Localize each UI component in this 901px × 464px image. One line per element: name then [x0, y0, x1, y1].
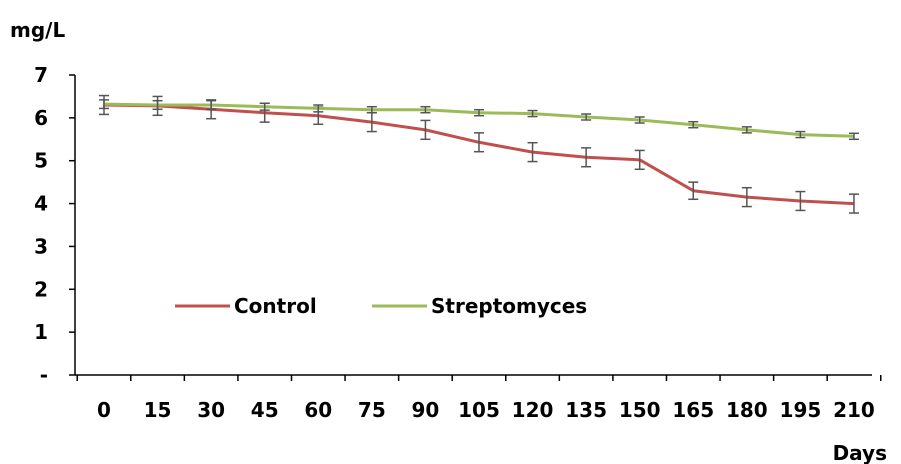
y-tick-label: 2 — [34, 277, 48, 301]
x-tick-label: 195 — [780, 398, 822, 422]
y-axis-label: mg/L — [10, 18, 65, 42]
series-line-control — [103, 103, 855, 206]
y-tick-label: 5 — [34, 149, 48, 173]
y-tick-label: - — [40, 363, 48, 387]
x-tick-label: 180 — [726, 398, 768, 422]
x-tick-label: 30 — [197, 398, 225, 422]
x-tick-label: 0 — [97, 398, 111, 422]
y-tick-label: 1 — [34, 320, 48, 344]
x-tick-label: 210 — [833, 398, 875, 422]
x-tick-label: 45 — [251, 398, 279, 422]
x-tick-label: 90 — [411, 398, 439, 422]
x-tick-label: 150 — [619, 398, 661, 422]
x-tick-label: 60 — [304, 398, 332, 422]
y-tick-label: 3 — [34, 234, 48, 258]
x-tick-label: 120 — [512, 398, 554, 422]
y-tick-label: 7 — [34, 63, 48, 87]
x-tick-label: 105 — [458, 398, 500, 422]
legend-label: Streptomyces — [431, 294, 587, 318]
y-tick-label: 4 — [34, 192, 48, 216]
x-tick-label: 75 — [358, 398, 386, 422]
x-tick-label: 135 — [565, 398, 607, 422]
x-tick-label: 165 — [672, 398, 714, 422]
y-tick-label: 6 — [34, 106, 48, 130]
x-axis-label: Days — [833, 441, 887, 464]
legend-label: Control — [234, 294, 317, 318]
x-tick-label: 15 — [144, 398, 172, 422]
